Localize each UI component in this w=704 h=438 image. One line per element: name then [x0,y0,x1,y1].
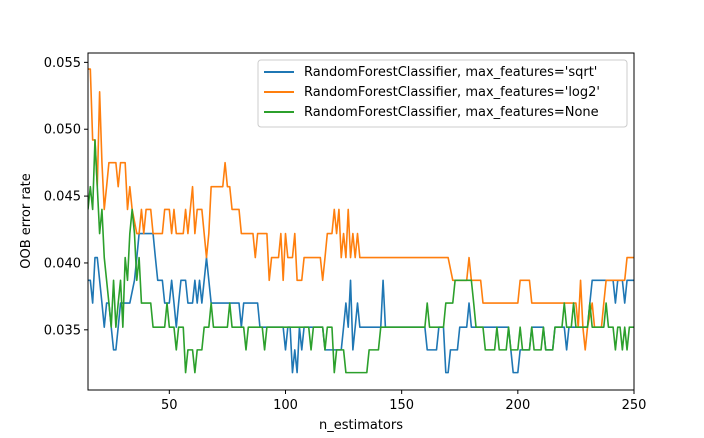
y-tick-label: 0.035 [44,323,81,338]
plot-area: 50 100 150 200 250 0.035 0.040 0.045 0.050 0.055 [44,52,646,413]
x-tick-label: 50 [161,398,178,413]
legend-label-none: RandomForestClassifier, max_features=Non… [304,105,599,120]
legend-label-log2: RandomForestClassifier, max_features='lo… [304,85,600,100]
x-tick-label: 250 [622,398,647,413]
legend: RandomForestClassifier, max_features='sq… [257,59,628,128]
axes-frame [87,52,635,391]
x-axis-label: n_estimators [319,418,403,433]
series-layer [88,68,634,374]
legend-box [257,59,628,128]
x-tick-label: 200 [505,398,530,413]
series-line-1 [88,68,634,351]
series-line-2 [88,139,634,374]
y-axis-label: OOB error rate [19,173,34,269]
x-tick-label: 100 [273,398,298,413]
x-axis-ticks: 50 100 150 200 250 [161,390,646,413]
y-tick-label: 0.045 [44,190,81,205]
legend-label-sqrt: RandomForestClassifier, max_features='sq… [304,65,597,80]
y-tick-label: 0.050 [44,123,81,138]
x-tick-label: 150 [389,398,414,413]
y-tick-label: 0.040 [44,256,81,271]
y-tick-label: 0.055 [44,56,81,71]
y-axis-ticks: 0.035 0.040 0.045 0.050 0.055 [44,56,88,338]
